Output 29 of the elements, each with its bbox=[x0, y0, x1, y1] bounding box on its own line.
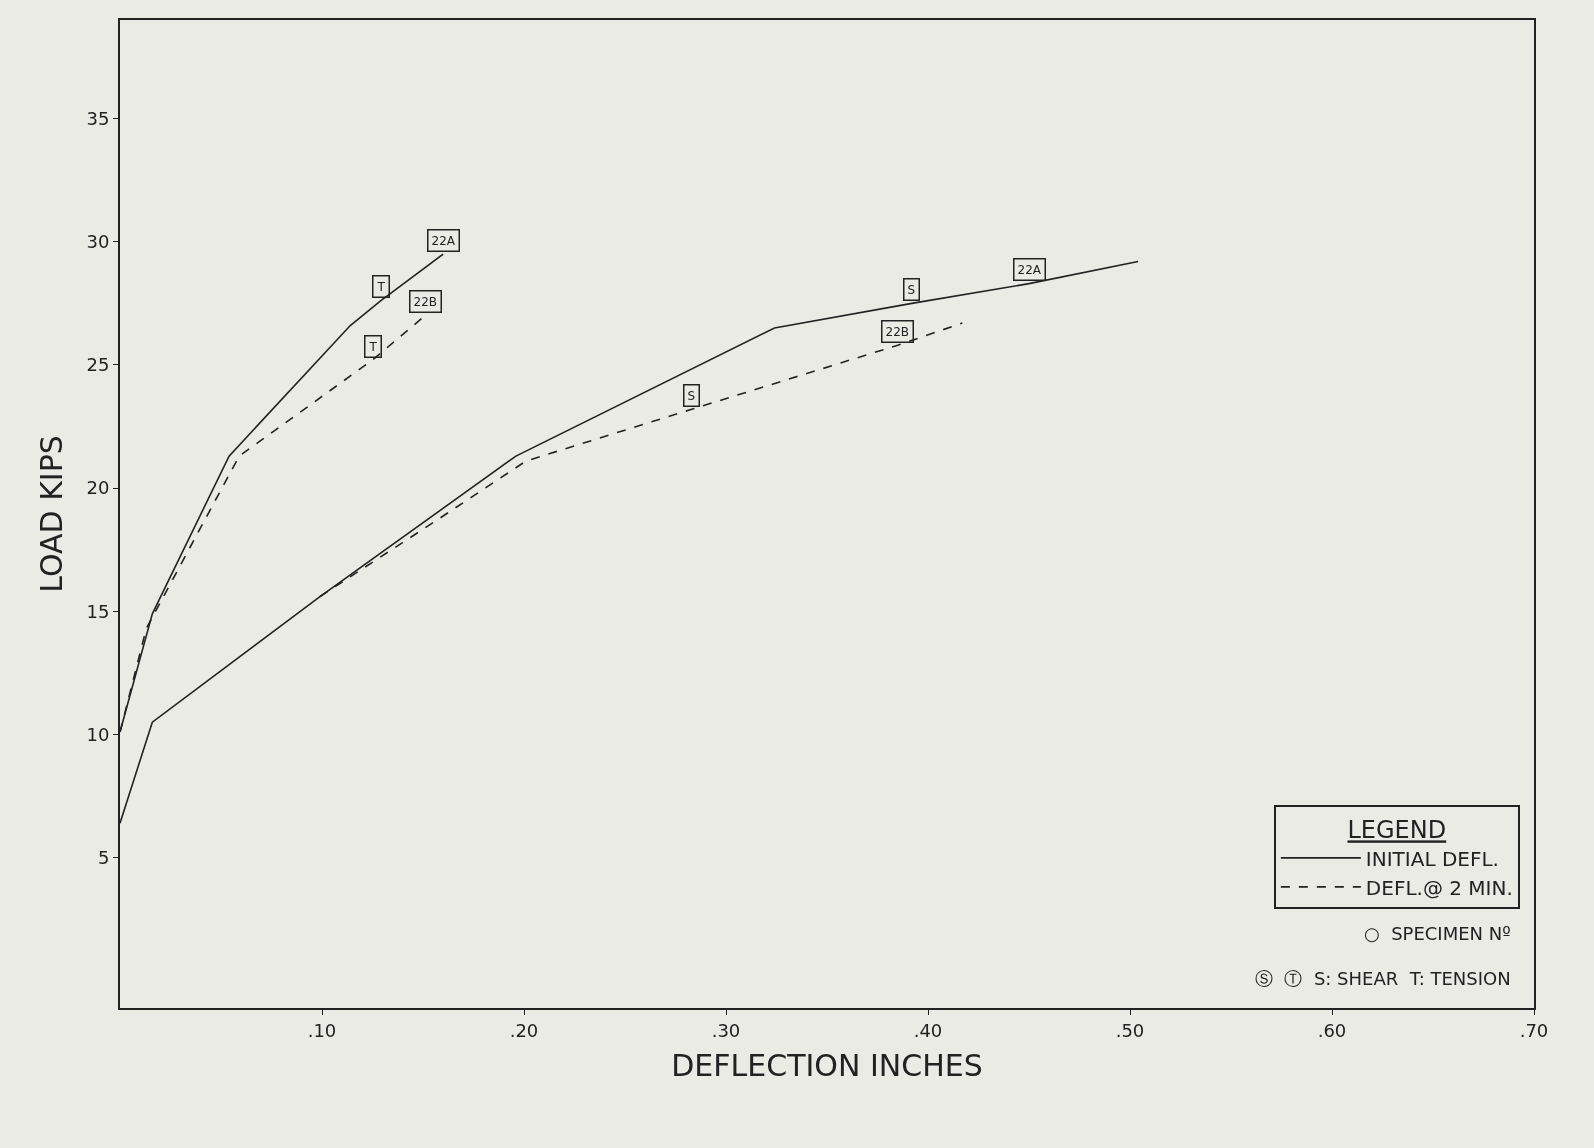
x-tick-label: .50 bbox=[1115, 1019, 1145, 1041]
y-tick-label: 15 bbox=[86, 600, 110, 622]
annotation: S bbox=[907, 282, 916, 297]
y-axis-title: LOAD KIPS bbox=[33, 435, 69, 593]
annotation: 22B bbox=[413, 294, 438, 309]
annotation: 22A bbox=[1017, 262, 1042, 277]
annotation: 22A bbox=[431, 233, 456, 248]
legend-title: LEGEND bbox=[1347, 816, 1447, 845]
annotation: Ⓢ Ⓣ S: SHEAR T: TENSION bbox=[1255, 968, 1511, 989]
legend-label: DEFL.@ 2 MIN. bbox=[1365, 875, 1513, 900]
legend-label: INITIAL DEFL. bbox=[1365, 846, 1499, 871]
x-tick-label: .10 bbox=[307, 1019, 337, 1041]
y-tick-label: 25 bbox=[86, 354, 110, 376]
x-tick-label: .60 bbox=[1317, 1019, 1347, 1041]
y-tick-label: 35 bbox=[86, 107, 110, 129]
y-tick-label: 10 bbox=[86, 723, 110, 745]
x-axis-title: DEFLECTION INCHES bbox=[671, 1047, 983, 1083]
annotation: S bbox=[687, 388, 696, 403]
x-tick-label: .70 bbox=[1519, 1019, 1549, 1041]
annotation: T bbox=[368, 339, 378, 354]
y-tick-label: 20 bbox=[86, 477, 110, 499]
x-tick-label: .40 bbox=[913, 1019, 943, 1041]
x-tick-label: .30 bbox=[711, 1019, 741, 1041]
y-tick-label: 5 bbox=[97, 847, 110, 869]
x-tick-label: .20 bbox=[509, 1019, 539, 1041]
annotation: 22B bbox=[885, 324, 910, 339]
annotation: T bbox=[376, 279, 386, 294]
annotation: ○ SPECIMEN Nº bbox=[1364, 923, 1511, 944]
y-tick-label: 30 bbox=[86, 231, 110, 253]
